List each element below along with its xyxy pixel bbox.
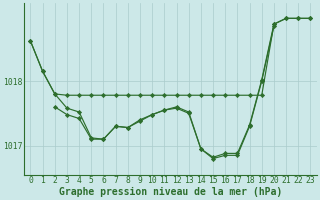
X-axis label: Graphe pression niveau de la mer (hPa): Graphe pression niveau de la mer (hPa)	[59, 186, 282, 197]
